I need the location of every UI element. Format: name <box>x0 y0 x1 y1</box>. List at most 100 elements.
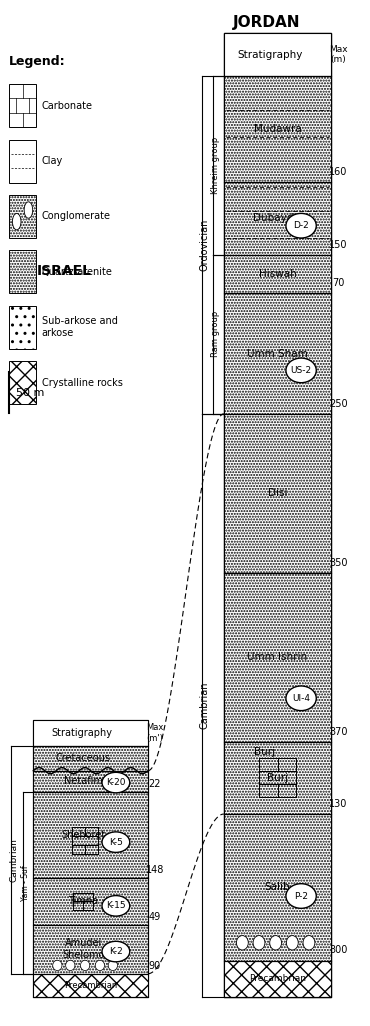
Bar <box>224 33 331 997</box>
Text: 250: 250 <box>329 399 348 408</box>
Text: K-15: K-15 <box>106 902 126 910</box>
Bar <box>33 878 148 924</box>
Text: K-2: K-2 <box>109 947 123 956</box>
Bar <box>9 195 36 238</box>
Bar <box>224 254 331 293</box>
Text: Legend:: Legend: <box>9 55 66 68</box>
Ellipse shape <box>108 960 118 971</box>
Text: Umm Sham: Umm Sham <box>247 349 308 358</box>
Ellipse shape <box>95 960 105 971</box>
Bar <box>33 720 148 746</box>
Bar <box>33 974 148 997</box>
Ellipse shape <box>253 936 265 950</box>
Text: 148: 148 <box>145 865 164 875</box>
Text: 50 m: 50 m <box>16 388 44 398</box>
Text: 70: 70 <box>332 278 345 288</box>
Text: Carbonate: Carbonate <box>42 101 93 111</box>
Bar <box>224 960 331 997</box>
Ellipse shape <box>286 883 316 908</box>
Bar <box>33 720 148 997</box>
Text: ISRAEL: ISRAEL <box>37 264 92 278</box>
Bar <box>9 84 36 127</box>
Bar <box>9 361 36 404</box>
Text: 130: 130 <box>329 799 348 808</box>
Text: Amudei
Shelomo: Amudei Shelomo <box>62 939 104 960</box>
Bar <box>224 293 331 413</box>
Text: Stratigraphy: Stratigraphy <box>51 728 112 738</box>
Bar <box>33 746 148 771</box>
Text: Cambrian: Cambrian <box>199 682 209 729</box>
Text: Shehoret: Shehoret <box>61 830 105 840</box>
Text: D-2: D-2 <box>293 222 309 230</box>
Text: Quartz-arenite: Quartz-arenite <box>42 267 113 277</box>
Text: UI-4: UI-4 <box>292 694 310 703</box>
Text: Dubaydib: Dubaydib <box>252 213 303 224</box>
Bar <box>224 413 331 573</box>
Text: Yam - Suf: Yam - Suf <box>21 865 30 901</box>
Text: Hiswah: Hiswah <box>259 269 296 279</box>
Bar <box>224 183 331 254</box>
Bar <box>224 573 331 742</box>
Text: Burj: Burj <box>267 773 288 783</box>
Text: K-20: K-20 <box>106 778 126 787</box>
Bar <box>33 792 148 878</box>
Text: Timna: Timna <box>68 897 98 906</box>
Bar <box>224 33 331 76</box>
Text: Ram group: Ram group <box>211 311 220 357</box>
Text: Burj: Burj <box>254 747 275 757</box>
Text: Ordovician: Ordovician <box>199 219 209 271</box>
Text: Cambrian: Cambrian <box>10 838 18 881</box>
Bar <box>9 306 36 349</box>
Text: Netafim: Netafim <box>64 777 103 787</box>
Ellipse shape <box>236 936 248 950</box>
Text: Cretaceous: Cretaceous <box>56 753 111 763</box>
Text: 90: 90 <box>148 960 161 971</box>
Ellipse shape <box>102 941 130 961</box>
Text: Disi: Disi <box>268 488 287 499</box>
Text: K-5: K-5 <box>109 837 123 846</box>
Text: 49: 49 <box>148 912 161 921</box>
Ellipse shape <box>270 936 282 950</box>
Text: JORDAN: JORDAN <box>233 15 300 30</box>
Text: 160: 160 <box>329 167 348 177</box>
Text: US-2: US-2 <box>290 366 312 374</box>
Ellipse shape <box>24 202 33 219</box>
Text: Crystalline rocks: Crystalline rocks <box>42 378 123 388</box>
Ellipse shape <box>81 960 90 971</box>
Text: Umm Ishrin: Umm Ishrin <box>248 653 307 663</box>
Text: Khreim group: Khreim group <box>211 136 220 194</box>
Text: 150: 150 <box>329 239 348 249</box>
Text: Salib: Salib <box>265 882 290 893</box>
Bar <box>224 76 331 183</box>
Text: Precambrian: Precambrian <box>249 975 306 984</box>
Text: Conglomerate: Conglomerate <box>42 211 111 222</box>
Text: Max
(m): Max (m) <box>329 45 348 65</box>
Bar <box>224 814 331 960</box>
Ellipse shape <box>53 960 62 971</box>
Text: Clay: Clay <box>42 156 63 166</box>
Ellipse shape <box>102 896 130 916</box>
Bar <box>224 742 331 814</box>
Ellipse shape <box>102 832 130 853</box>
Text: Stratigraphy: Stratigraphy <box>238 49 303 60</box>
Text: Max
(m'): Max (m') <box>146 723 163 743</box>
Ellipse shape <box>66 960 75 971</box>
Ellipse shape <box>286 213 316 238</box>
Bar <box>9 140 36 183</box>
Text: 370: 370 <box>329 726 348 737</box>
Ellipse shape <box>303 936 315 950</box>
Text: Mudawra: Mudawra <box>253 124 302 134</box>
Text: Sub-arkose and
arkose: Sub-arkose and arkose <box>42 316 118 339</box>
Text: 300: 300 <box>329 946 348 955</box>
Ellipse shape <box>286 936 298 950</box>
Text: 22: 22 <box>148 779 161 789</box>
Ellipse shape <box>286 686 316 711</box>
Bar <box>33 924 148 974</box>
Ellipse shape <box>13 213 21 230</box>
Text: 350: 350 <box>329 558 348 567</box>
Bar <box>33 771 148 792</box>
Ellipse shape <box>286 358 316 383</box>
Text: Precambrian: Precambrian <box>64 981 117 990</box>
Ellipse shape <box>102 773 130 793</box>
Text: P-2: P-2 <box>294 892 308 901</box>
